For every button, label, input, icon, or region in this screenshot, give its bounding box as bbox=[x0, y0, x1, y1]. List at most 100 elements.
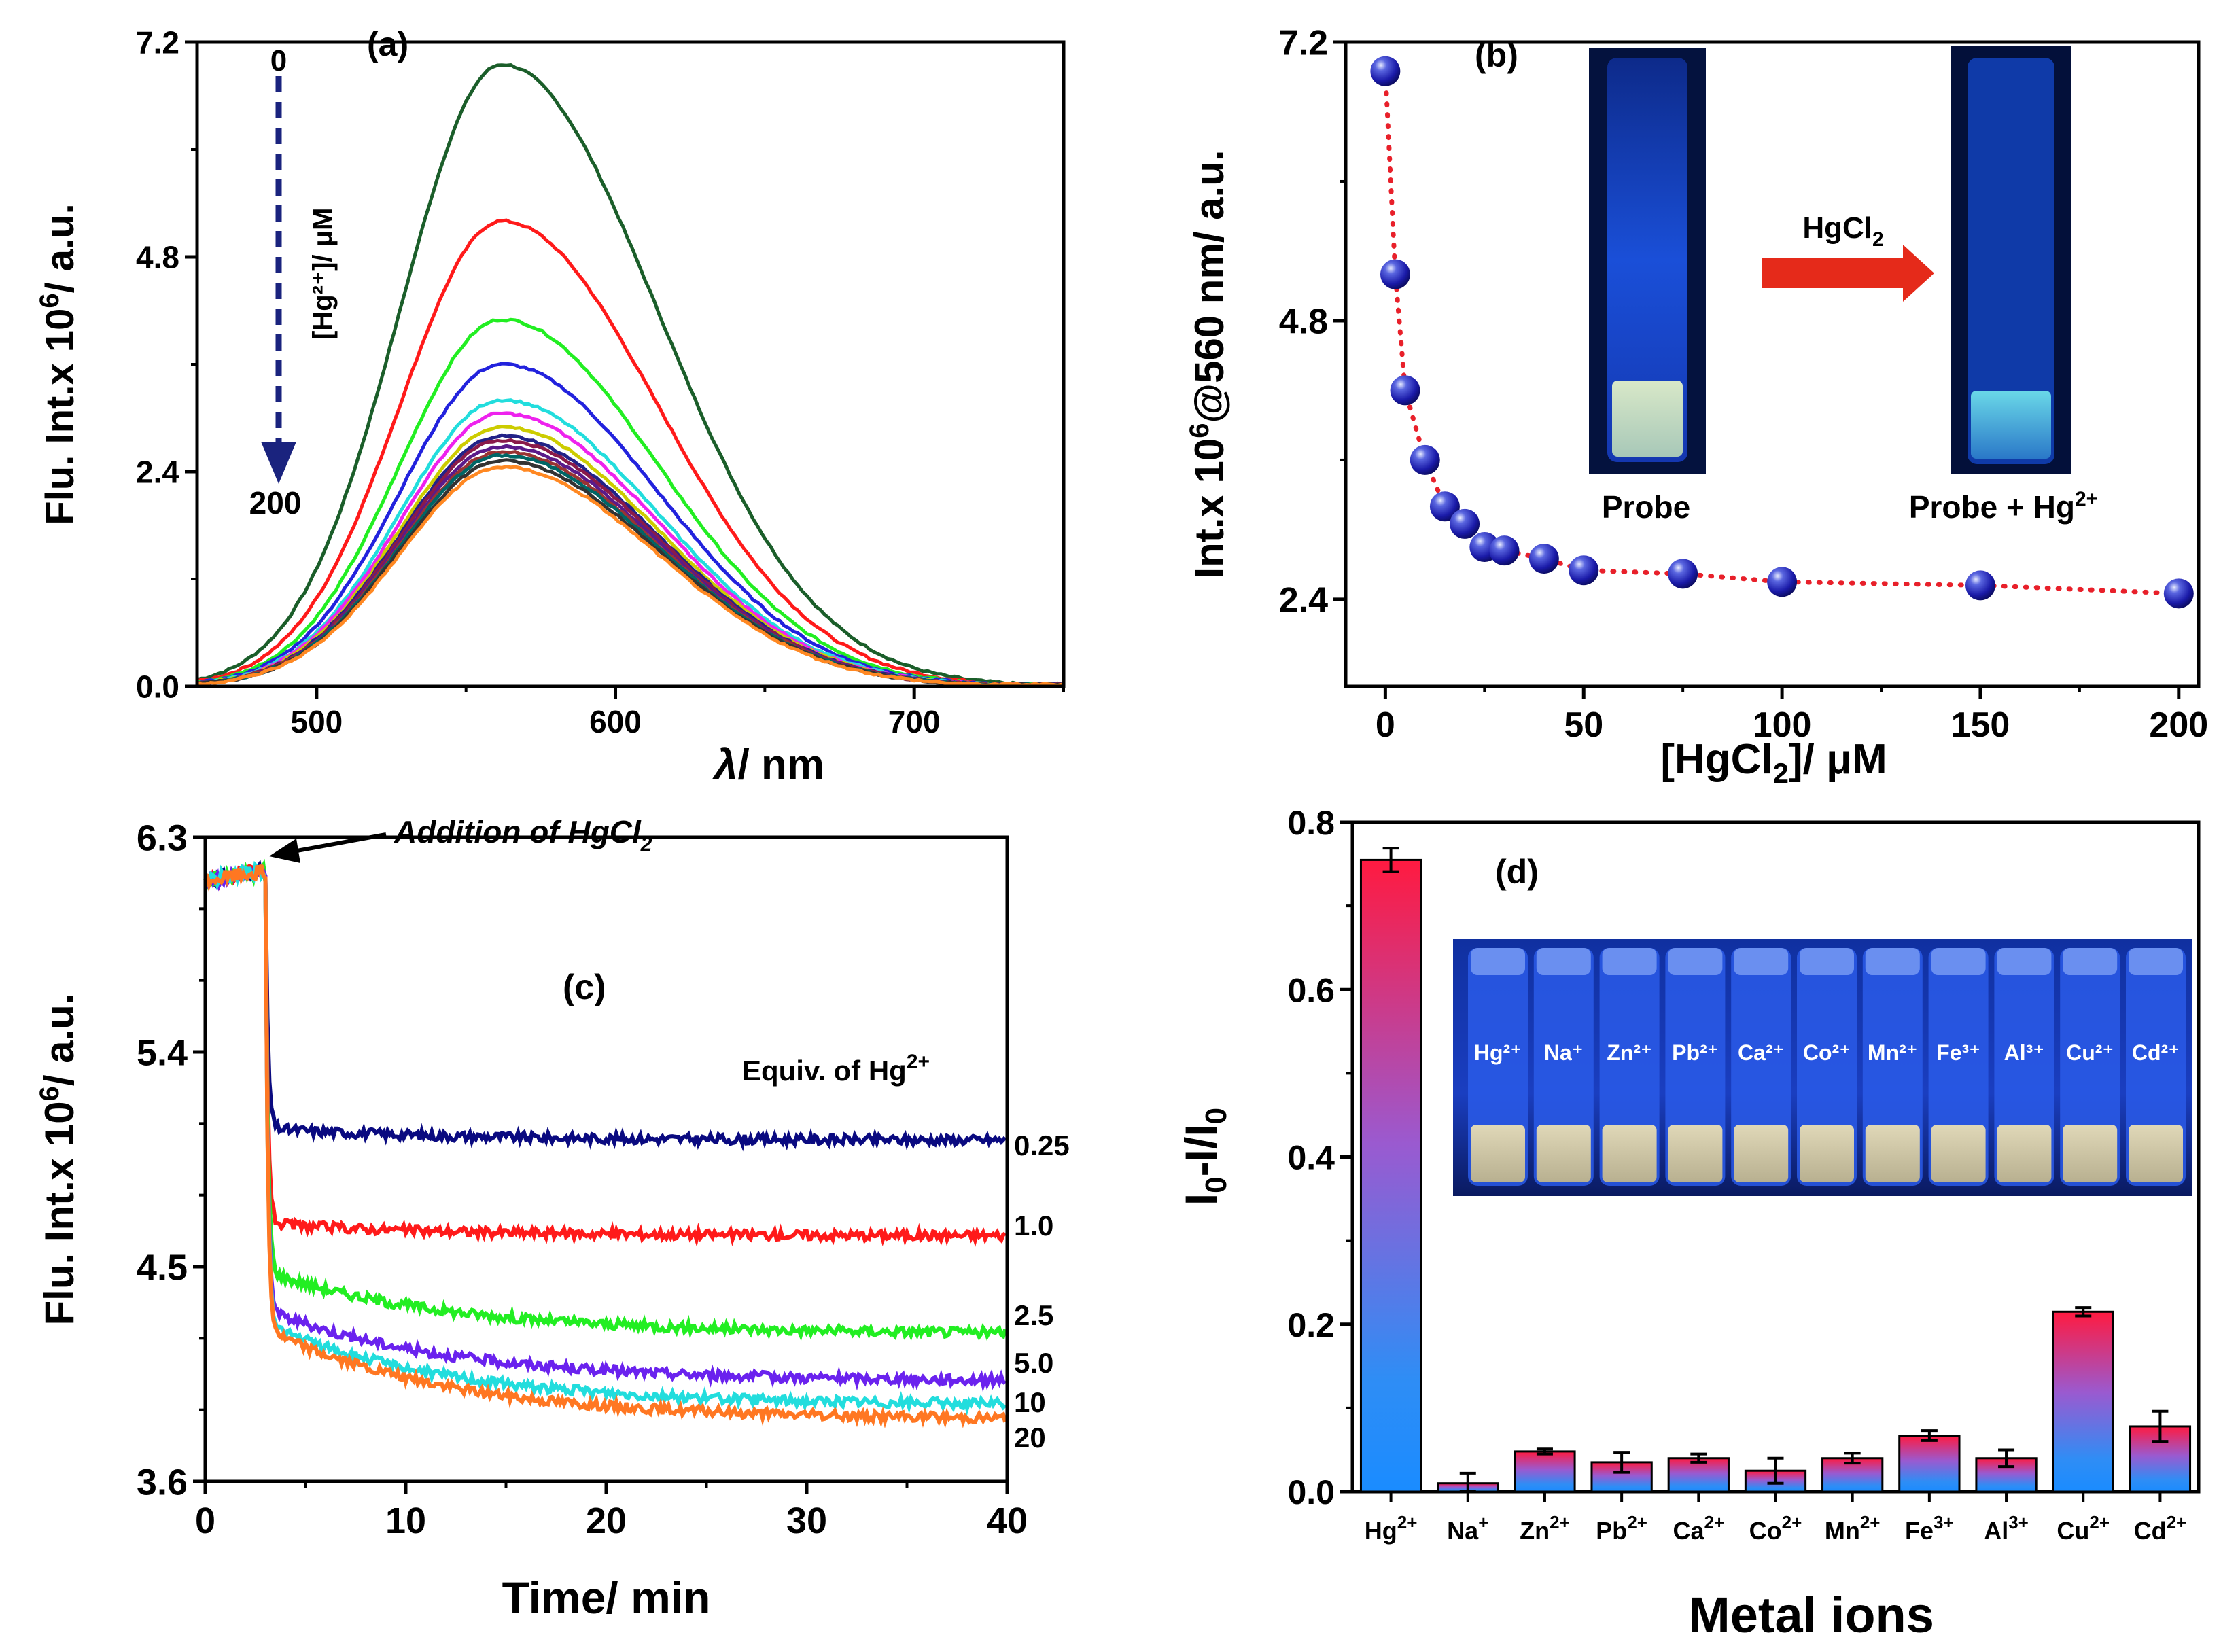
x-tick-label-cd: Cd2+ bbox=[2134, 1512, 2187, 1545]
reagent-arrow bbox=[1762, 245, 1934, 302]
panel-a-ylabel: Flu. Int.x 106/ a.u. bbox=[35, 203, 82, 525]
kinetic-trace-2.5-equiv bbox=[203, 858, 1007, 1341]
vial-label: Ca²⁺ bbox=[1738, 1040, 1784, 1065]
panel-c-annotation-arrowhead bbox=[269, 839, 300, 863]
panel-d-ylabel-sub1: 0 bbox=[1200, 1176, 1233, 1193]
panel-d-ylabel-sub2: 0 bbox=[1200, 1108, 1233, 1124]
panel-c-x-tick-label: 30 bbox=[786, 1500, 827, 1541]
ion-charge: 2+ bbox=[1550, 1512, 1570, 1532]
spectrum-0-uM bbox=[196, 63, 1063, 688]
ion-charge: 2+ bbox=[1782, 1512, 1802, 1532]
panel-a-ylabel-main: Flu. Int.x 10 bbox=[38, 309, 82, 525]
panel-c-ylabel: Flu. Int.x 106/ a.u. bbox=[35, 993, 82, 1325]
panel-c-x-tick-label: 20 bbox=[586, 1500, 627, 1541]
vial-liquid bbox=[1668, 1125, 1723, 1182]
vial-liquid bbox=[2063, 1125, 2118, 1182]
vial-label: Fe³⁺ bbox=[1936, 1040, 1980, 1065]
panel-b-xlabel-unit: ]/ μM bbox=[1789, 736, 1887, 783]
panel-c-legend-title-charge: 2+ bbox=[907, 1051, 930, 1073]
spectrum-30-uM bbox=[196, 433, 1063, 688]
panel-c-legend-title: Equiv. of Hg2+ bbox=[742, 1051, 930, 1087]
ion-charge: 2+ bbox=[1627, 1512, 1647, 1532]
panel-d: Hg2+ Na+ Zn2+ Pb2+ Ca2+ Co2+ Mn2+ Fe3+ Al3+ Cu2+ C… bbox=[1176, 804, 2201, 1643]
data-point-100-uM bbox=[1767, 567, 1798, 597]
panel-a-label: (a) bbox=[367, 25, 408, 63]
bar-cu bbox=[2052, 1310, 2114, 1493]
panel-a-frame bbox=[195, 40, 1066, 688]
vial-liquid bbox=[1536, 1125, 1591, 1182]
panel-a-y-tick-label: 0.0 bbox=[136, 669, 179, 705]
x-tick-label-cu: Cu2+ bbox=[2057, 1512, 2110, 1545]
panel-b-y-tick-label: 4.8 bbox=[1279, 302, 1328, 342]
panel-a-x-tick-label: 700 bbox=[888, 704, 941, 739]
bar-fe bbox=[1898, 1435, 1961, 1493]
data-point-20-uM bbox=[1450, 508, 1480, 539]
panel-b-x-tick-label: 150 bbox=[1951, 705, 2010, 745]
panel-b: 0 50 100 150 200 2.4 4.8 7.2 (b) Probe Probe + … bbox=[1185, 24, 2208, 789]
panel-a-xlabel: λ/ nm bbox=[712, 741, 824, 788]
ion-symbol: Cd bbox=[2134, 1517, 2167, 1545]
x-tick-label-hg: Hg2+ bbox=[1365, 1512, 1418, 1545]
vial-liquid bbox=[2129, 1125, 2183, 1182]
series-label-0.25: 0.25 bbox=[1014, 1129, 1070, 1161]
vial-cap bbox=[1668, 948, 1723, 975]
panel-c-xlabel: Time/ min bbox=[502, 1572, 711, 1623]
bar-zn bbox=[1514, 1450, 1576, 1493]
panel-d-y-tick-label: 0.6 bbox=[1287, 971, 1335, 1009]
series-label-10: 10 bbox=[1014, 1386, 1046, 1418]
panel-b-points bbox=[1370, 56, 2194, 609]
panel-a-xlabel-unit: / nm bbox=[738, 741, 824, 788]
panel-c-annotation: Addition of HgCl2 bbox=[394, 814, 652, 856]
panel-a-ylabel-unit: / a.u. bbox=[38, 203, 82, 293]
panel-d-inset: Hg²⁺ Na⁺ Zn²⁺ Pb²⁺ Ca²⁺ Co²⁺ Mn²⁺ Fe³⁺ Al³⁺ Cu²⁺ C… bbox=[1453, 939, 2192, 1196]
vial-cap bbox=[1865, 948, 1920, 975]
panel-a-arrow-head bbox=[261, 442, 296, 484]
panel-d-ticks: 0.0 0.2 0.4 0.6 0.8 bbox=[1287, 804, 1352, 1511]
panel-b-xlabel-main: [HgCl bbox=[1660, 736, 1772, 783]
data-point-5-uM bbox=[1390, 375, 1420, 406]
panel-a: 500 600 700 0.0 2.4 4.8 7.2 (a) 0 200 [Hg²⁺]/ … bbox=[35, 25, 1066, 788]
panel-c-x-tick-label: 10 bbox=[385, 1500, 426, 1541]
panel-a-arrow-label: [Hg²⁺]/ μM bbox=[308, 208, 338, 340]
ion-symbol: Na bbox=[1447, 1517, 1479, 1545]
panel-b-y-tick-label: 7.2 bbox=[1279, 24, 1328, 63]
spectrum-5-uM bbox=[196, 317, 1063, 687]
spectrum-200-uM bbox=[196, 465, 1063, 688]
panel-b-label: (b) bbox=[1475, 36, 1518, 74]
panel-c-ylabel-main: Flu. Int.x 10 bbox=[37, 1101, 82, 1325]
vial-cap bbox=[1471, 948, 1525, 975]
vial-cap bbox=[1602, 948, 1657, 975]
data-point-15-uM bbox=[1429, 491, 1460, 522]
bar-hg bbox=[1359, 858, 1422, 1493]
reagent-label-sub: 2 bbox=[1872, 228, 1884, 251]
panel-c-x-tick-label: 0 bbox=[195, 1500, 215, 1541]
panel-c-frame bbox=[203, 835, 1009, 1483]
x-tick-label-pb: Pb2+ bbox=[1596, 1512, 1647, 1545]
vial-label: Co²⁺ bbox=[1803, 1040, 1851, 1065]
x-tick-label-fe: Fe3+ bbox=[1905, 1512, 1954, 1545]
probe-hg-liquid bbox=[1971, 391, 2051, 459]
ion-symbol: Fe bbox=[1905, 1517, 1934, 1545]
panel-c-annotation-sub: 2 bbox=[640, 833, 652, 856]
panel-a-x-tick-label: 600 bbox=[589, 704, 642, 739]
vial-liquid bbox=[1734, 1125, 1789, 1182]
panel-b-xlabel-sub: 2 bbox=[1773, 757, 1789, 789]
vial-liquid bbox=[1602, 1125, 1657, 1182]
panel-d-y-tick-label: 0.4 bbox=[1287, 1139, 1335, 1177]
panel-b-inset: Probe Probe + Hg2+ HgCl2 bbox=[1589, 46, 2098, 525]
vial-cap bbox=[1536, 948, 1591, 975]
panel-d-y-tick-label: 0.2 bbox=[1287, 1306, 1335, 1344]
panel-c-annotation-arrow bbox=[281, 832, 387, 856]
data-point-10-uM bbox=[1410, 444, 1440, 475]
panel-c: 0 10 20 30 40 3.6 4.5 5.4 6.3 0.25 1.0 2.5 5.0 10 20 … bbox=[35, 814, 1070, 1623]
panel-b-ylabel-unit: @560 nm/ a.u. bbox=[1187, 150, 1232, 423]
panel-b-x-tick-label: 200 bbox=[2149, 705, 2208, 745]
data-point-2.5-uM bbox=[1380, 259, 1410, 289]
panel-a-spectra bbox=[196, 63, 1063, 688]
ion-charge: + bbox=[1478, 1512, 1488, 1532]
data-point-30-uM bbox=[1489, 535, 1520, 566]
x-tick-label-mn: Mn2+ bbox=[1825, 1512, 1881, 1545]
panel-b-x-tick-label: 100 bbox=[1753, 705, 1812, 745]
vial-label: Mn²⁺ bbox=[1868, 1040, 1918, 1065]
